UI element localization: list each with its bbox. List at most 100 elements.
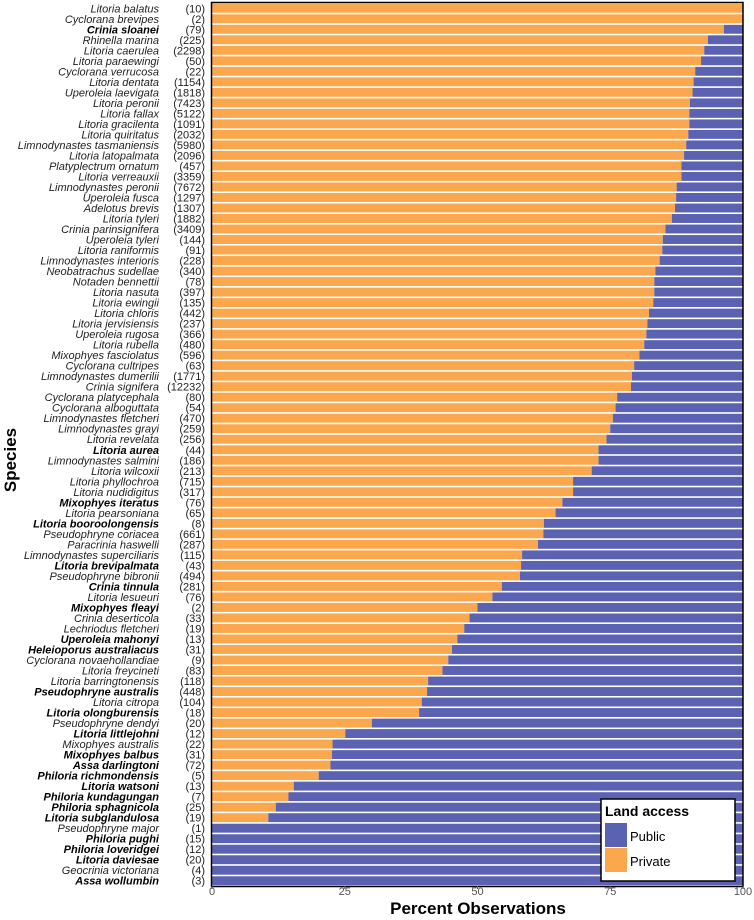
x-tick-label: 0 — [209, 886, 215, 898]
bar-public — [686, 140, 743, 150]
bar-private — [212, 476, 574, 486]
bar-public — [681, 171, 743, 181]
observation-count: (104) — [179, 697, 205, 709]
species-label: Uperoleia rugosa — [75, 329, 159, 341]
observation-count: (91) — [185, 245, 205, 257]
bar-public — [598, 445, 743, 455]
observation-count: (494) — [179, 571, 205, 583]
observation-count: (470) — [179, 413, 205, 425]
species-label: Cyclorana verrucosa — [58, 66, 159, 78]
bar-public — [723, 24, 743, 34]
species-label: Limnodynastes superciliaris — [24, 550, 160, 562]
legend-swatch-private — [605, 848, 627, 872]
bar-public — [647, 319, 743, 329]
species-label: Crinia parinsignifera — [61, 224, 159, 236]
species-label: Mixophyes balbus — [64, 750, 159, 762]
bar-private — [212, 613, 470, 623]
bar-public — [268, 813, 743, 823]
bar-private — [212, 3, 743, 13]
x-tick-label: 50 — [471, 886, 483, 898]
bar-private — [212, 340, 645, 350]
bar-private — [212, 666, 443, 675]
x-tick-label: 100 — [734, 886, 752, 898]
bar-private — [212, 392, 618, 402]
observation-count: (25) — [185, 802, 205, 814]
species-label: Cyclorana platycephala — [45, 392, 159, 404]
species-label: Crinia sloanei — [87, 24, 160, 36]
species-label: Litoria peronii — [93, 98, 160, 110]
bar-public — [653, 298, 743, 308]
species-label: Mixophyes australis — [62, 739, 159, 751]
observation-count: (3359) — [173, 171, 205, 183]
bar-private — [212, 750, 333, 760]
observation-count: (366) — [179, 329, 205, 341]
bar-private — [212, 571, 520, 581]
species-label: Litoria subglandulosa — [45, 813, 159, 825]
bar-private — [212, 771, 319, 781]
bar-public — [649, 308, 743, 318]
bar-private — [212, 108, 690, 118]
bar-public — [521, 560, 743, 570]
bar-public — [654, 287, 743, 297]
legend-swatch-public — [605, 823, 627, 847]
bar-private — [212, 256, 660, 265]
species-label: Rhinella marina — [83, 35, 159, 47]
bar-private — [212, 697, 422, 707]
bar-private — [212, 171, 682, 181]
bar-public — [332, 739, 743, 749]
observation-count: (12) — [185, 729, 205, 741]
bar-public — [573, 476, 743, 486]
bar-public — [612, 413, 743, 423]
bar-public — [477, 602, 743, 612]
plot-background — [212, 3, 743, 886]
bar-private — [212, 434, 607, 444]
species-label: Litoria caerulea — [84, 45, 159, 57]
bar-private — [212, 98, 690, 108]
bar-private — [212, 287, 655, 297]
observation-count: (31) — [185, 644, 205, 656]
species-label: Assa darlingtoni — [72, 760, 160, 772]
observation-count: (31) — [185, 750, 205, 762]
bar-private — [212, 266, 656, 276]
observation-count: (237) — [179, 319, 205, 331]
observation-count: (13) — [185, 781, 205, 793]
bar-private — [212, 24, 724, 34]
observation-count: (715) — [179, 476, 205, 488]
species-label: Litoria barringtonensis — [51, 676, 160, 688]
bar-private — [212, 66, 696, 76]
bar-public — [639, 350, 743, 360]
bar-public — [676, 193, 743, 202]
species-label: Litoria verreauxii — [78, 171, 159, 183]
observation-count: (7672) — [173, 182, 205, 194]
observation-count: (1154) — [174, 77, 205, 89]
bar-public — [543, 529, 743, 539]
bar-public — [212, 834, 743, 844]
bar-public — [275, 802, 743, 812]
bar-private — [212, 277, 655, 287]
observation-count: (1297) — [173, 192, 205, 204]
legend-title: Land access — [605, 803, 689, 819]
observation-count: (12232) — [167, 382, 205, 394]
bar-private — [212, 497, 563, 507]
observation-count: (5122) — [173, 108, 205, 120]
observation-count: (1818) — [173, 87, 205, 99]
species-label: Cyclorana brevipes — [65, 14, 160, 26]
observation-count: (2) — [192, 14, 205, 26]
species-label: Mixophyes iteratus — [59, 497, 159, 509]
observation-count: (1) — [192, 823, 205, 835]
bar-public — [689, 108, 743, 118]
bar-public — [332, 750, 743, 760]
bar-private — [212, 308, 650, 318]
bar-private — [212, 487, 574, 497]
species-label: Pseudophryne dendyi — [53, 718, 160, 730]
observation-count: (72) — [185, 760, 205, 772]
bar-private — [212, 129, 689, 139]
bar-private — [212, 298, 654, 308]
observation-count: (2096) — [173, 150, 205, 162]
species-label: Litoria ewingii — [92, 298, 159, 310]
bar-public — [692, 87, 743, 97]
species-label: Philoria kundagungan — [43, 792, 159, 804]
bar-public — [555, 508, 743, 518]
observation-count: (3) — [192, 876, 205, 888]
species-label: Litoria freycineti — [82, 666, 160, 678]
